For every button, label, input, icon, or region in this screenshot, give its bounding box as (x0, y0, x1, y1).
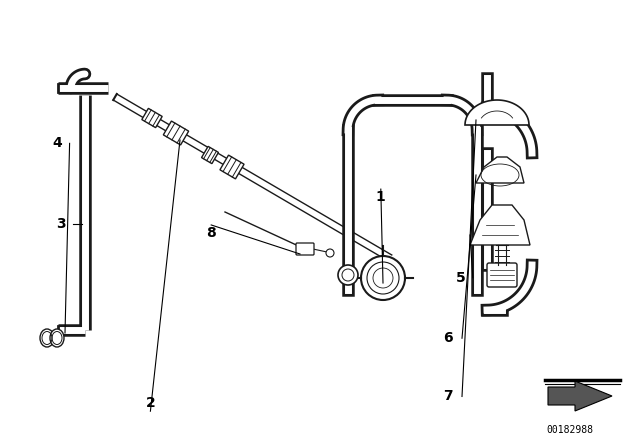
Text: 00182988: 00182988 (547, 425, 593, 435)
Text: 3: 3 (56, 217, 66, 231)
FancyBboxPatch shape (296, 243, 314, 255)
Text: 1: 1 (376, 190, 386, 204)
FancyBboxPatch shape (487, 263, 517, 287)
Polygon shape (202, 146, 218, 164)
Ellipse shape (50, 329, 64, 347)
Text: 4: 4 (52, 136, 63, 151)
Polygon shape (163, 121, 189, 145)
Text: 5: 5 (456, 271, 466, 285)
Text: 8: 8 (206, 226, 216, 240)
Polygon shape (465, 100, 529, 125)
Circle shape (361, 256, 405, 300)
Polygon shape (220, 155, 244, 179)
Polygon shape (548, 381, 612, 411)
Circle shape (326, 249, 334, 257)
Text: 2: 2 (145, 396, 156, 410)
Text: 6: 6 (443, 331, 453, 345)
Polygon shape (476, 157, 524, 183)
Polygon shape (142, 108, 162, 128)
Text: 7: 7 (443, 389, 453, 404)
Ellipse shape (40, 329, 54, 347)
Polygon shape (470, 205, 530, 245)
Circle shape (338, 265, 358, 285)
